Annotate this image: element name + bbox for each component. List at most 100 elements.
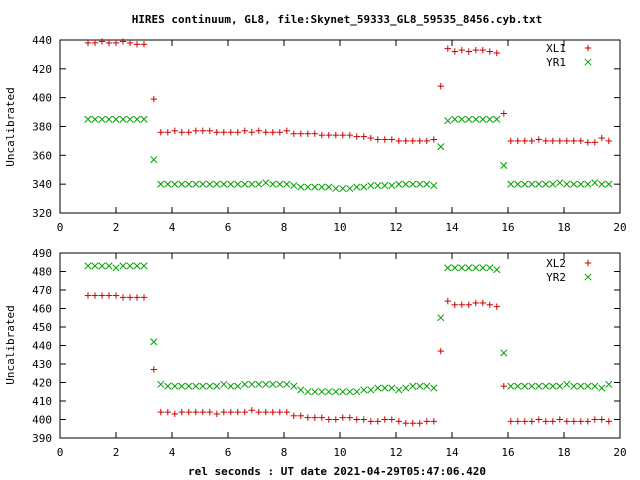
data-point xyxy=(584,139,591,146)
data-point xyxy=(199,408,206,416)
data-point xyxy=(409,420,416,427)
y-tick-label: 490 xyxy=(32,247,52,260)
data-point xyxy=(213,129,220,136)
data-point xyxy=(98,262,106,270)
data-point xyxy=(486,301,493,308)
data-point xyxy=(126,39,134,47)
data-point xyxy=(563,418,570,425)
data-point xyxy=(255,380,263,388)
data-point xyxy=(164,180,172,188)
data-point xyxy=(556,416,563,423)
data-point xyxy=(346,388,354,396)
data-point xyxy=(458,46,465,54)
data-point xyxy=(171,180,179,188)
x-tick-label: 4 xyxy=(169,221,176,234)
data-point xyxy=(227,382,235,390)
data-point xyxy=(119,38,127,45)
data-point xyxy=(598,384,606,392)
data-point xyxy=(605,380,613,388)
data-point xyxy=(227,180,235,188)
data-point xyxy=(332,388,340,396)
data-point xyxy=(437,82,444,90)
data-point xyxy=(549,382,557,390)
data-point xyxy=(133,115,141,123)
data-point xyxy=(150,95,157,103)
y-tick-label: 430 xyxy=(32,358,52,371)
data-point xyxy=(409,382,417,390)
data-point xyxy=(192,408,199,416)
x-tick-label: 16 xyxy=(501,221,514,234)
data-point xyxy=(178,129,185,136)
data-point xyxy=(171,382,179,390)
data-point xyxy=(479,299,486,307)
data-point xyxy=(157,408,164,416)
series-yr2 xyxy=(84,262,613,396)
data-point xyxy=(157,180,165,188)
data-point xyxy=(255,408,262,416)
legend-label: YR1 xyxy=(546,56,566,69)
data-point xyxy=(262,129,269,136)
data-point xyxy=(514,382,522,390)
data-point xyxy=(570,137,577,145)
data-point xyxy=(269,380,277,388)
data-point xyxy=(126,262,134,270)
data-point xyxy=(563,180,571,188)
data-point xyxy=(199,127,206,135)
data-point xyxy=(388,136,395,143)
data-point xyxy=(213,410,220,418)
data-point xyxy=(255,127,262,135)
data-point xyxy=(220,129,227,136)
data-point xyxy=(486,48,493,55)
data-point xyxy=(416,382,424,390)
data-point xyxy=(157,380,165,388)
data-point xyxy=(437,347,444,355)
data-point xyxy=(437,143,445,151)
data-point xyxy=(381,384,389,392)
data-point xyxy=(248,407,255,414)
data-point xyxy=(451,48,458,55)
data-point xyxy=(185,408,192,416)
legend-label: XL2 xyxy=(546,257,566,270)
data-point xyxy=(339,184,347,193)
y-tick-label: 420 xyxy=(32,63,52,76)
data-point xyxy=(451,115,459,123)
data-point xyxy=(584,180,592,188)
data-point xyxy=(213,180,221,188)
data-point xyxy=(91,39,99,47)
data-point xyxy=(339,131,346,139)
data-point xyxy=(458,264,466,272)
x-tick-label: 6 xyxy=(225,446,232,459)
data-point xyxy=(570,382,578,390)
data-point xyxy=(388,182,396,190)
data-point xyxy=(451,301,458,308)
data-point xyxy=(140,262,148,270)
data-point xyxy=(311,414,318,421)
x-tick-label: 2 xyxy=(113,446,120,459)
x-tick-label: 10 xyxy=(333,221,346,234)
x-tick-label: 12 xyxy=(389,446,402,459)
data-point xyxy=(297,183,305,191)
data-point xyxy=(528,137,535,145)
data-point xyxy=(140,115,148,123)
data-point xyxy=(325,131,332,139)
data-point xyxy=(185,129,192,136)
data-point xyxy=(311,130,318,137)
data-point xyxy=(458,301,465,308)
x-tick-label: 2 xyxy=(113,221,120,234)
data-point xyxy=(276,380,284,388)
data-point xyxy=(570,418,577,425)
data-point xyxy=(458,115,466,123)
data-point xyxy=(493,303,500,310)
data-point xyxy=(283,380,291,388)
data-point xyxy=(276,129,283,136)
x-tick-label: 8 xyxy=(281,446,288,459)
data-point xyxy=(444,264,452,272)
data-point xyxy=(98,292,106,299)
data-point xyxy=(304,183,312,191)
data-point xyxy=(493,115,501,123)
data-point xyxy=(360,416,367,423)
data-point xyxy=(507,382,515,390)
data-point xyxy=(598,180,606,188)
data-point xyxy=(112,115,120,123)
y-tick-label: 340 xyxy=(32,178,52,191)
